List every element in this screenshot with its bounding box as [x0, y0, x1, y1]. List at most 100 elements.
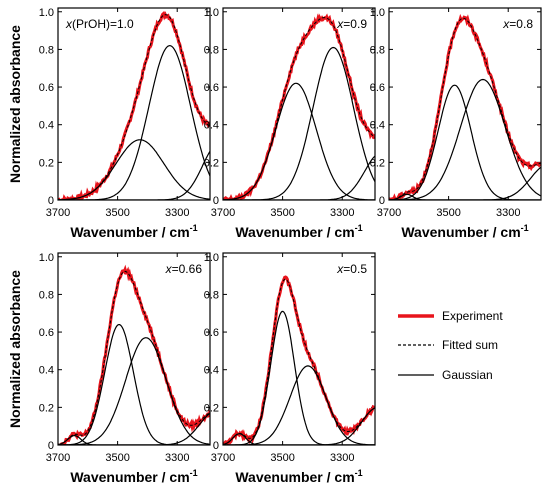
composition-label: x=0.9: [336, 17, 367, 31]
legend-label-3: Gaussian: [442, 368, 493, 382]
fitted-sum-series: [223, 17, 375, 200]
gaussian-component-1: [223, 46, 375, 200]
y-tick-label: 0.8: [204, 44, 219, 56]
fitted-sum-series: [389, 17, 541, 200]
gaussian-component-4: [389, 193, 541, 200]
composition-var: x: [336, 262, 344, 276]
composition-var: x: [502, 17, 510, 31]
x-tick-label: 3300: [496, 207, 520, 219]
x-tick-label: 3300: [165, 452, 189, 464]
panel-3: 0 0.2 0.4 0.6 0.8 1.0 3700 3500 3300 x=0.8 Wavenum…: [370, 7, 542, 240]
gaussian-component-3: [58, 412, 210, 445]
gaussian-component-4: [58, 435, 210, 445]
plot-area: [223, 275, 375, 445]
composition-var: x: [65, 17, 73, 31]
y-tick-label: 0: [48, 195, 54, 207]
gaussian-component-3: [223, 407, 375, 445]
legend-label-1: Experiment: [442, 309, 503, 323]
legend-label-2: Fitted sum: [442, 338, 498, 352]
gaussian-component-1: [58, 324, 210, 445]
x-tick-label: 3700: [377, 207, 401, 219]
composition-value: =0.66: [172, 262, 203, 276]
y-tick-label: 0: [213, 440, 219, 452]
gaussian-component-2: [389, 78, 541, 200]
y-tick-label: 0.6: [39, 82, 54, 94]
y-axis-label: Normalized absorbance: [7, 270, 23, 428]
x-axis-label: Wavenumber / cm-1: [70, 468, 197, 485]
composition-label: x=0.5: [336, 262, 367, 276]
composition-species: (PrOH): [72, 17, 110, 31]
panel-5: 0 0.2 0.4 0.6 0.8 1.0 3700 3500 3300 x=0.5 Wavenum…: [204, 252, 376, 485]
y-tick-label: 0: [379, 195, 385, 207]
composition-label: x=0.8: [502, 17, 533, 31]
y-tick-label: 0.4: [39, 365, 54, 377]
y-tick-label: 0.2: [39, 157, 54, 169]
y-tick-label: 1.0: [39, 7, 54, 19]
x-tick-label: 3500: [270, 452, 294, 464]
plot-frame: [57, 7, 211, 201]
fitted-sum-series: [58, 14, 210, 200]
x-tick-label: 3700: [211, 452, 235, 464]
y-tick-label: 0.6: [204, 327, 219, 339]
gaussian-component-1: [389, 84, 541, 200]
y-tick-label: 0.2: [370, 157, 385, 169]
panel-4: 0 0.2 0.4 0.6 0.8 1.0 3700 3500 3300 x=0.66 Wavenu…: [7, 252, 211, 485]
y-tick-label: 0.4: [204, 365, 219, 377]
gaussian-component-1: [58, 44, 210, 200]
plot-area: [58, 264, 210, 445]
y-tick-label: 0.2: [204, 157, 219, 169]
x-tick-label: 3300: [330, 452, 354, 464]
y-tick-label: 0: [48, 440, 54, 452]
y-tick-label: 1.0: [370, 7, 385, 19]
y-tick-label: 0.6: [204, 82, 219, 94]
y-tick-label: 0: [213, 195, 219, 207]
composition-label: x=0.66: [165, 262, 203, 276]
x-tick-label: 3500: [270, 207, 294, 219]
composition-var: x: [165, 262, 173, 276]
x-tick-label: 3500: [105, 207, 129, 219]
y-tick-label: 1.0: [204, 252, 219, 264]
gaussian-component-2: [58, 337, 210, 445]
experiment-series: [58, 264, 210, 445]
y-tick-label: 0.6: [370, 82, 385, 94]
y-tick-label: 1.0: [204, 7, 219, 19]
x-axis-label: Wavenumber / cm-1: [70, 223, 197, 240]
x-tick-label: 3300: [330, 207, 354, 219]
x-axis-label: Wavenumber / cm-1: [235, 468, 362, 485]
x-tick-label: 3700: [46, 452, 70, 464]
y-tick-label: 0.4: [204, 120, 219, 132]
gaussian-component-3: [223, 155, 375, 200]
composition-var: x: [336, 17, 344, 31]
composition-value: =0.5: [343, 262, 367, 276]
y-tick-label: 0.4: [39, 120, 54, 132]
y-tick-label: 0.8: [39, 44, 54, 56]
x-tick-label: 3500: [105, 452, 129, 464]
gaussian-component-2: [223, 365, 375, 445]
plot-area: [389, 13, 541, 200]
experiment-series: [223, 13, 375, 200]
plot-frame: [57, 252, 211, 446]
y-tick-label: 0.8: [39, 289, 54, 301]
composition-label: x(PrOH)=1.0: [65, 17, 134, 31]
y-tick-label: 0.6: [39, 327, 54, 339]
y-axis-label: Normalized absorbance: [7, 25, 23, 183]
y-tick-label: 0.2: [204, 402, 219, 414]
fitted-sum-series: [58, 270, 210, 445]
experiment-series: [223, 275, 375, 445]
x-axis-label: Wavenumber / cm-1: [401, 223, 528, 240]
y-tick-label: 0.2: [39, 402, 54, 414]
gaussian-component-4: [223, 433, 375, 445]
plot-area: [58, 10, 210, 200]
legend: Experiment Fitted sum Gaussian: [398, 309, 503, 382]
fitted-sum-series: [223, 278, 375, 445]
y-tick-label: 1.0: [39, 252, 54, 264]
x-axis-label: Wavenumber / cm-1: [235, 223, 362, 240]
panel-2: 0 0.2 0.4 0.6 0.8 1.0 3700 3500 3300 x=0.9 Wavenum…: [204, 7, 376, 240]
plot-frame: [388, 7, 542, 201]
composition-value: =0.8: [509, 17, 533, 31]
y-tick-label: 0.8: [370, 44, 385, 56]
plot-frame: [222, 252, 376, 446]
y-tick-label: 0.4: [370, 120, 385, 132]
composition-value: =0.9: [343, 17, 367, 31]
